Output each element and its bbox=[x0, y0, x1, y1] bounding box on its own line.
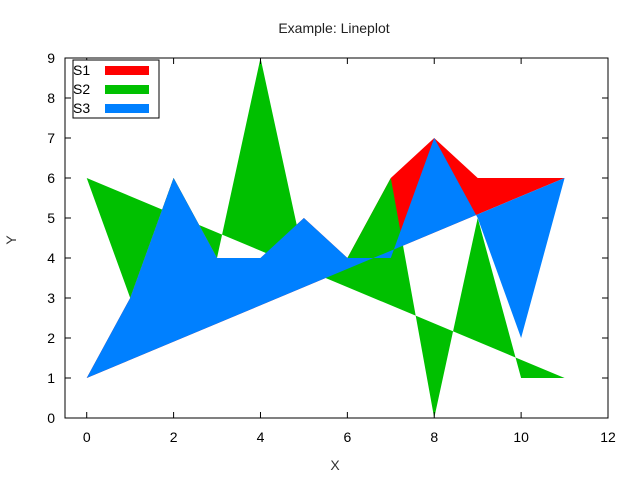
x-tick-label: 8 bbox=[430, 429, 438, 445]
y-tick-label: 6 bbox=[47, 170, 55, 186]
y-tick-label: 8 bbox=[47, 90, 55, 106]
y-tick-label: 9 bbox=[47, 50, 55, 66]
plot-frame bbox=[64, 57, 609, 419]
y-tick-label: 0 bbox=[47, 410, 55, 426]
series-fill-s3 bbox=[86, 138, 565, 378]
x-tick-label: 2 bbox=[170, 429, 178, 445]
legend-label-s3: S3 bbox=[73, 100, 90, 116]
legend-swatch-s2 bbox=[105, 85, 149, 94]
x-tick-label: 4 bbox=[257, 429, 265, 445]
y-tick-label: 3 bbox=[47, 290, 55, 306]
chart-title: Example: Lineplot bbox=[278, 20, 389, 36]
y-axis-ticks: 0 1 2 3 4 5 6 7 8 9 bbox=[47, 50, 608, 426]
y-tick-label: 4 bbox=[47, 250, 55, 266]
legend-label-s1: S1 bbox=[73, 62, 90, 78]
x-axis-label: X bbox=[330, 457, 340, 473]
legend-swatch-s1 bbox=[105, 66, 149, 75]
y-tick-label: 5 bbox=[47, 210, 55, 226]
y-axis-label: Y bbox=[3, 235, 19, 245]
legend: S1 S2 S3 bbox=[72, 59, 160, 119]
x-tick-label: 12 bbox=[600, 429, 616, 445]
x-tick-label: 0 bbox=[83, 429, 91, 445]
legend-swatch-s3 bbox=[105, 104, 149, 113]
y-tick-label: 1 bbox=[47, 370, 55, 386]
series-fill-s2 bbox=[86, 58, 565, 418]
y-tick-label: 2 bbox=[47, 330, 55, 346]
legend-label-s2: S2 bbox=[73, 81, 90, 97]
x-tick-label: 10 bbox=[513, 429, 529, 445]
series-fills bbox=[86, 58, 565, 418]
y-tick-label: 7 bbox=[47, 130, 55, 146]
x-tick-label: 6 bbox=[343, 429, 351, 445]
